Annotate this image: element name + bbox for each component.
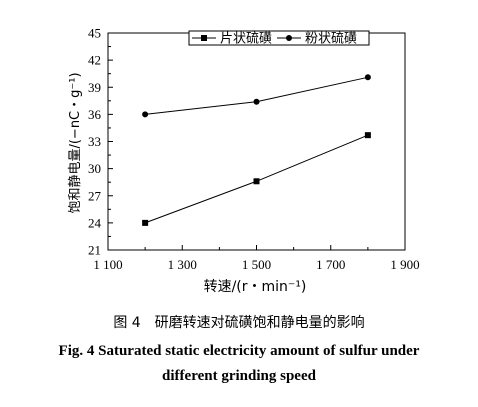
legend-marker-circle [286,35,292,41]
y-tick-label: 21 [88,243,101,258]
series-line-2 [145,76,368,115]
data-point-square [253,178,260,185]
data-point-square [142,219,149,226]
y-axis-label: 饱和静电量/(−nC・g⁻¹) [68,72,83,213]
y-tick-label: 27 [88,188,102,203]
data-point-circle [142,111,149,118]
y-tick-label: 24 [88,215,102,230]
y-tick-label: 39 [88,80,101,95]
y-tick-label: 30 [88,161,101,176]
x-tick-label: 1 100 [93,257,122,272]
y-tick-label: 42 [88,53,101,68]
plot-axes: 1 100 1 300 1 500 1 700 1 900 21 24 27 30 33 36 39 4… [88,26,420,273]
figure-caption-en-line1: Fig. 4 Saturated static electricity amou… [58,343,420,359]
y-tick-label: 33 [88,134,101,149]
figure-caption-cn: 图 4 研磨转速对硫磺饱和静电量的影响 [113,315,365,331]
legend: 片状硫磺 粉状硫磺 [188,30,370,47]
y-tick-label: 36 [88,107,102,122]
data-point-square [364,132,371,139]
x-tick-label: 1 300 [168,257,197,272]
x-axis-label: 转速/(r・min⁻¹) [204,279,307,295]
x-tick-label: 1 500 [242,257,271,272]
legend-marker-square [201,35,207,41]
legend-label: 粉状硫磺 [305,32,357,47]
x-tick-label: 1 900 [390,257,419,272]
x-tick-label: 1 700 [316,257,345,272]
series-layer [142,74,371,226]
figure-caption-en-line2: different grinding speed [162,368,316,384]
data-point-circle [364,74,371,81]
plot-frame [107,32,406,251]
data-point-circle [253,98,260,105]
legend-label: 片状硫磺 [220,32,272,47]
y-tick-label: 45 [88,26,101,41]
chart-area: 1 100 1 300 1 500 1 700 1 900 21 24 27 30 33 36 39 4… [68,26,420,296]
